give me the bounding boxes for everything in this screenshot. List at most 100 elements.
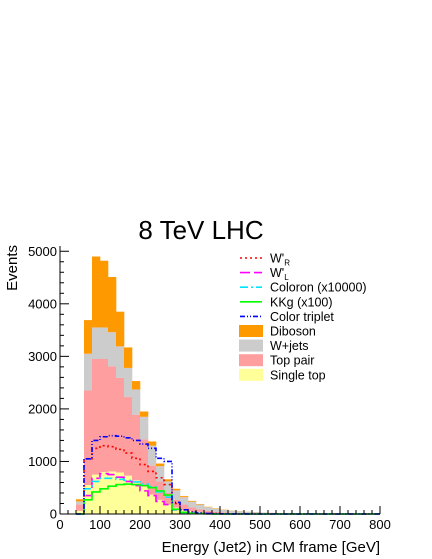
bar-top-pair-15 — [196, 509, 205, 512]
legend-subscript-w-r: R — [284, 259, 290, 268]
bar-w-jets-14 — [188, 501, 197, 508]
bar-top-pair-14 — [188, 507, 197, 512]
bar-single-top-12 — [172, 507, 181, 514]
bar-w-jets-7 — [132, 389, 141, 415]
bar-top-pair-1 — [84, 390, 93, 486]
bar-w-jets-11 — [164, 481, 173, 493]
bar-w-jets-21 — [244, 511, 253, 514]
bar-diboson-4 — [108, 277, 117, 333]
bar-top-pair-4 — [108, 366, 117, 472]
bar-w-jets-6 — [124, 367, 133, 397]
bar-w-jets-0 — [76, 501, 85, 505]
y-tick-label: 3000 — [28, 349, 57, 364]
bar-w-jets-9 — [148, 445, 157, 466]
bar-w-jets-1 — [84, 353, 93, 391]
bar-diboson-10 — [156, 463, 165, 467]
bar-single-top-11 — [164, 504, 173, 514]
bar-single-top-5 — [116, 472, 125, 514]
legend-swatch-diboson — [239, 325, 263, 337]
bar-w-jets-18 — [220, 509, 229, 513]
y-tick-label: 0 — [50, 507, 57, 522]
bar-single-top-10 — [156, 499, 165, 514]
bar-w-jets-15 — [196, 504, 205, 510]
y-tick-label: 2000 — [28, 401, 57, 416]
bar-w-jets-4 — [108, 332, 117, 367]
legend-swatch-single-top — [239, 368, 263, 381]
legend-label-top-pair: Top pair — [270, 354, 314, 368]
bar-single-top-4 — [108, 471, 117, 514]
bar-w-jets-17 — [212, 508, 221, 512]
legend-label-single-top: Single top — [270, 368, 326, 382]
bar-single-top-0 — [76, 510, 85, 514]
bar-diboson-15 — [196, 504, 205, 505]
bar-w-jets-8 — [140, 416, 149, 440]
x-tick-label: 0 — [56, 517, 63, 532]
x-tick-label: 300 — [169, 517, 191, 532]
bar-w-jets-16 — [204, 507, 213, 511]
bar-top-pair-7 — [132, 414, 141, 481]
y-tick-label: 5000 — [28, 244, 57, 259]
x-axis-label: Energy (Jet2) in CM frame [GeV] — [162, 539, 380, 556]
bar-diboson-2 — [92, 256, 101, 328]
bar-single-top-7 — [132, 480, 141, 514]
x-tick-label: 600 — [289, 517, 311, 532]
bar-w-jets-13 — [180, 497, 189, 505]
chart-title: 8 TeV LHC — [138, 215, 263, 245]
bar-diboson-6 — [124, 347, 133, 368]
bar-w-jets-20 — [236, 511, 245, 514]
x-tick-label: 700 — [329, 517, 351, 532]
bar-top-pair-13 — [180, 504, 189, 510]
bar-w-jets-23 — [260, 512, 269, 514]
bar-diboson-7 — [132, 381, 141, 390]
bar-top-pair-2 — [92, 358, 101, 475]
x-tick-label: 100 — [89, 517, 111, 532]
bar-w-jets-10 — [156, 466, 165, 482]
bar-single-top-3 — [100, 471, 109, 514]
bar-w-jets-5 — [116, 346, 125, 378]
bar-diboson-14 — [188, 500, 197, 502]
bar-top-pair-3 — [100, 358, 109, 472]
bar-w-jets-22 — [252, 512, 261, 514]
bar-top-pair-17 — [212, 511, 221, 514]
bar-top-pair-11 — [164, 492, 173, 505]
bar-single-top-9 — [148, 494, 157, 514]
bar-top-pair-16 — [204, 510, 213, 513]
legend-label-color-triplet: Color triplet — [270, 310, 334, 324]
bar-w-jets-19 — [228, 510, 237, 513]
bar-diboson-9 — [148, 441, 157, 446]
x-tick-label: 200 — [129, 517, 151, 532]
bar-diboson-12 — [172, 488, 181, 491]
bar-diboson-8 — [140, 411, 149, 417]
x-tick-label: 800 — [369, 517, 391, 532]
legend-label-kkg-x100-: KKg (x100) — [270, 295, 333, 309]
y-tick-label: 1000 — [28, 454, 57, 469]
bar-diboson-5 — [116, 311, 125, 347]
bar-w-jets-12 — [172, 490, 181, 500]
legend-subscript-w-l: L — [284, 273, 289, 282]
bar-diboson-13 — [180, 496, 189, 498]
legend-label-w-jets: W+jets — [270, 339, 309, 353]
y-axis-label: Events — [4, 245, 21, 291]
bar-top-pair-9 — [148, 465, 157, 495]
y-tick-label: 4000 — [28, 296, 57, 311]
bar-top-pair-8 — [140, 439, 149, 487]
bar-diboson-11 — [164, 479, 173, 482]
bar-diboson-0 — [76, 499, 85, 502]
bar-top-pair-0 — [76, 504, 85, 511]
legend-swatch-w-jets — [239, 339, 263, 352]
x-tick-label: 500 — [249, 517, 271, 532]
bar-top-pair-18 — [220, 512, 229, 514]
bar-top-pair-5 — [116, 377, 125, 473]
bar-top-pair-6 — [124, 396, 133, 476]
bar-diboson-1 — [84, 320, 93, 354]
bar-diboson-3 — [100, 260, 109, 328]
legend-label-diboson: Diboson — [270, 325, 316, 339]
bar-w-jets-3 — [100, 327, 109, 359]
x-tick-label: 400 — [209, 517, 231, 532]
legend-swatch-top-pair — [239, 354, 263, 367]
legend-label-coloron-x10000-: Coloron (x10000) — [270, 281, 367, 295]
bar-single-top-2 — [92, 474, 101, 514]
